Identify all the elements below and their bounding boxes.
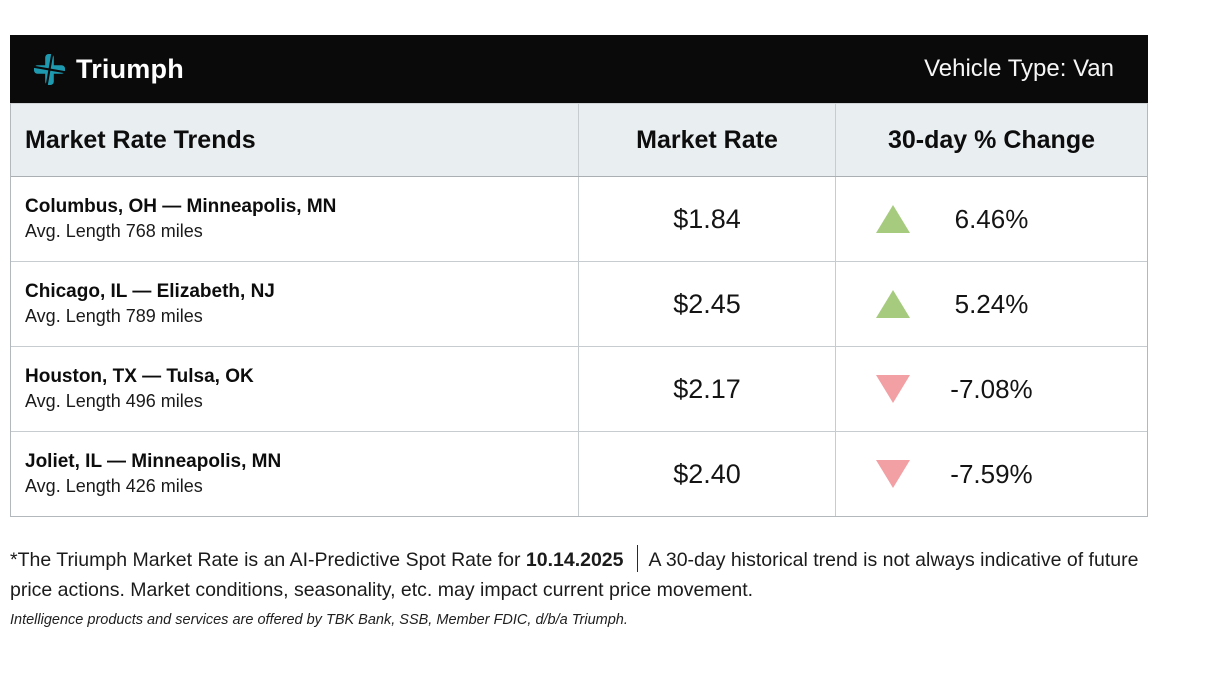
route-label: Chicago, IL — Elizabeth, NJ bbox=[25, 281, 275, 302]
down-triangle-icon bbox=[876, 460, 910, 488]
vehicle-type-label: Vehicle Type: Van bbox=[924, 55, 1114, 82]
up-triangle-icon bbox=[876, 290, 910, 318]
triumph-cross-icon bbox=[34, 53, 65, 85]
rate-cell: $1.84 bbox=[578, 177, 835, 261]
change-cell: -7.08% bbox=[835, 347, 1147, 431]
avg-length-label: Avg. Length 426 miles bbox=[25, 476, 203, 496]
rate-value: $2.17 bbox=[673, 373, 741, 404]
up-triangle-icon bbox=[876, 205, 910, 233]
change-value: -7.08% bbox=[950, 373, 1033, 404]
table-row: Chicago, IL — Elizabeth, NJ Avg. Length … bbox=[11, 261, 1147, 346]
change-value: -7.59% bbox=[950, 458, 1033, 489]
brand-bar: Triumph Vehicle Type: Van bbox=[10, 35, 1148, 103]
market-rate-table: Market Rate Trends Market Rate 30-day % … bbox=[10, 103, 1148, 517]
brand: Triumph bbox=[34, 53, 184, 85]
rate-cell: $2.45 bbox=[578, 262, 835, 346]
change-value: 6.46% bbox=[954, 203, 1029, 234]
footnote: *The Triumph Market Rate is an AI-Predic… bbox=[10, 545, 1145, 605]
column-header-change: 30-day % Change bbox=[835, 104, 1147, 176]
table-row: Joliet, IL — Minneapolis, MN Avg. Length… bbox=[11, 431, 1147, 516]
column-header-trends: Market Rate Trends bbox=[25, 125, 256, 154]
lane-cell: Chicago, IL — Elizabeth, NJ Avg. Length … bbox=[11, 262, 578, 346]
lane-cell: Houston, TX — Tulsa, OK Avg. Length 496 … bbox=[11, 347, 578, 431]
rate-value: $2.45 bbox=[673, 288, 741, 319]
lane-cell: Columbus, OH — Minneapolis, MN Avg. Leng… bbox=[11, 177, 578, 261]
fdic-disclaimer: Intelligence products and services are o… bbox=[10, 612, 628, 628]
separator-bar bbox=[636, 545, 638, 572]
change-value: 5.24% bbox=[954, 288, 1029, 319]
rate-cell: $2.17 bbox=[578, 347, 835, 431]
rate-value: $2.40 bbox=[673, 458, 741, 489]
route-label: Houston, TX — Tulsa, OK bbox=[25, 366, 254, 387]
avg-length-label: Avg. Length 768 miles bbox=[25, 221, 203, 241]
route-label: Joliet, IL — Minneapolis, MN bbox=[25, 451, 282, 472]
column-header-rate: Market Rate bbox=[578, 104, 835, 176]
route-label: Columbus, OH — Minneapolis, MN bbox=[25, 196, 337, 217]
down-triangle-icon bbox=[876, 375, 910, 403]
rate-report-card: Triumph Vehicle Type: Van Market Rate Tr… bbox=[10, 35, 1148, 628]
rate-cell: $2.40 bbox=[578, 432, 835, 516]
change-cell: 6.46% bbox=[835, 177, 1147, 261]
footnote-date: 10.14.2025 bbox=[525, 549, 624, 571]
table-header-row: Market Rate Trends Market Rate 30-day % … bbox=[11, 104, 1147, 177]
change-cell: -7.59% bbox=[835, 432, 1147, 516]
footnote-text-1: *The Triumph Market Rate is an AI-Predic… bbox=[10, 549, 526, 571]
lane-cell: Joliet, IL — Minneapolis, MN Avg. Length… bbox=[11, 432, 578, 516]
avg-length-label: Avg. Length 789 miles bbox=[25, 306, 203, 326]
footnote-text-2: A 30-day historical trend is not always … bbox=[10, 549, 1139, 601]
table-row: Columbus, OH — Minneapolis, MN Avg. Leng… bbox=[11, 177, 1147, 261]
change-cell: 5.24% bbox=[835, 262, 1147, 346]
table-row: Houston, TX — Tulsa, OK Avg. Length 496 … bbox=[11, 346, 1147, 431]
avg-length-label: Avg. Length 496 miles bbox=[25, 391, 203, 411]
brand-name: Triumph bbox=[76, 53, 184, 84]
rate-value: $1.84 bbox=[673, 203, 741, 234]
